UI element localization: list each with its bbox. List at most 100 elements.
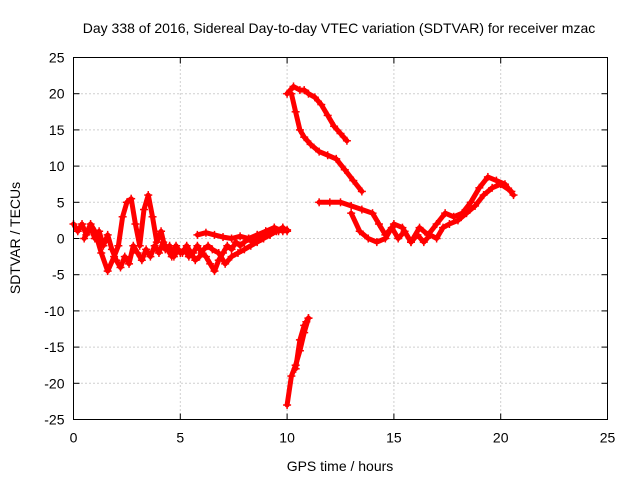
data-point-marker — [131, 220, 140, 229]
x-axis-label: GPS time / hours — [287, 458, 394, 474]
data-point-marker — [246, 241, 255, 250]
data-point-marker — [210, 230, 219, 239]
data-point-marker — [137, 256, 146, 265]
data-point-marker — [191, 256, 200, 265]
data-point-marker — [236, 232, 245, 241]
data-point-marker — [304, 314, 313, 323]
data-point-marker — [432, 220, 441, 229]
y-tick-label: 5 — [57, 194, 65, 210]
data-point-marker — [355, 227, 364, 236]
data-point-marker — [161, 245, 170, 254]
data-point-marker — [193, 230, 202, 239]
data-point-marker — [139, 205, 148, 214]
data-point-marker — [453, 216, 462, 225]
data-point-marker — [445, 220, 454, 229]
y-axis-label: SDTVAR / TECUs — [7, 182, 23, 294]
data-point-marker — [90, 227, 99, 236]
data-point-marker — [315, 147, 324, 156]
data-point-marker — [441, 209, 450, 218]
data-point-marker — [336, 198, 345, 207]
data-point-marker — [325, 198, 334, 207]
data-point-marker — [193, 241, 202, 250]
data-point-marker — [114, 241, 123, 250]
data-point-marker — [475, 183, 484, 192]
data-point-marker — [394, 234, 403, 243]
data-point-marker — [227, 252, 236, 261]
data-point-marker — [169, 252, 178, 261]
data-point-marker — [368, 209, 377, 218]
data-point-marker — [458, 209, 467, 218]
data-point-marker — [144, 191, 153, 200]
data-point-marker — [349, 176, 358, 185]
data-point-marker — [174, 245, 183, 254]
data-point-marker — [125, 259, 134, 268]
x-tick-labels: 0 5 10 15 20 25 — [70, 430, 616, 446]
data-point-marker — [210, 267, 219, 276]
data-point-marker — [182, 241, 191, 250]
data-point-marker — [287, 89, 296, 98]
data-point-marker — [289, 82, 298, 91]
data-point-marker — [195, 252, 204, 261]
data-point-marker — [291, 107, 300, 116]
data-point-marker — [315, 198, 324, 207]
data-point-marker — [146, 252, 155, 261]
data-point-marker — [278, 227, 287, 236]
x-tick-label: 20 — [493, 430, 509, 446]
data-point-marker — [479, 191, 488, 200]
data-point-marker — [372, 238, 381, 247]
y-tick-label: -10 — [44, 303, 64, 319]
data-point-marker — [206, 259, 215, 268]
data-point-marker — [223, 241, 232, 250]
axis-ticks — [73, 57, 608, 420]
y-tick-label: -20 — [44, 375, 64, 391]
data-point-marker — [406, 238, 415, 247]
data-point-marker — [148, 212, 157, 221]
data-series — [69, 82, 518, 410]
data-point-marker — [127, 194, 136, 203]
data-point-marker — [300, 133, 309, 142]
y-tick-label: -25 — [44, 412, 64, 428]
data-point-marker — [347, 201, 356, 210]
data-point-marker — [340, 165, 349, 174]
y-tick-label: 15 — [49, 122, 65, 138]
data-point-marker — [73, 227, 82, 236]
data-point-marker — [135, 241, 144, 250]
data-point-marker — [374, 220, 383, 229]
y-tick-label: 25 — [49, 50, 65, 66]
data-point-marker — [389, 220, 398, 229]
data-point-marker — [398, 223, 407, 232]
x-tick-label: 15 — [386, 430, 402, 446]
x-tick-label: 10 — [279, 430, 295, 446]
data-point-marker — [304, 89, 313, 98]
data-point-marker — [323, 111, 332, 120]
data-point-marker — [80, 234, 89, 243]
data-point-marker — [253, 238, 262, 247]
data-point-marker — [332, 154, 341, 163]
data-point-marker — [471, 201, 480, 210]
data-point-marker — [266, 230, 275, 239]
data-point-marker — [253, 230, 262, 239]
data-point-marker — [330, 122, 339, 131]
data-point-marker — [86, 220, 95, 229]
data-point-marker — [342, 136, 351, 145]
data-point-marker — [291, 364, 300, 373]
data-point-marker — [300, 86, 309, 95]
data-point-marker — [133, 248, 142, 257]
data-point-marker — [110, 252, 119, 261]
data-point-marker — [120, 252, 129, 261]
grid-lines — [73, 57, 608, 420]
data-point-marker — [214, 248, 223, 257]
series-track-5-line — [288, 91, 365, 194]
data-point-marker — [103, 230, 112, 239]
data-point-marker — [199, 245, 208, 254]
data-point-marker — [509, 191, 518, 200]
data-point-marker — [483, 172, 492, 181]
y-tick-label: -15 — [44, 339, 64, 355]
data-point-marker — [157, 227, 166, 236]
data-point-marker — [317, 100, 326, 109]
data-point-marker — [295, 125, 304, 134]
data-point-marker — [227, 234, 236, 243]
y-tick-label: 20 — [49, 86, 65, 102]
data-point-marker — [221, 259, 230, 268]
